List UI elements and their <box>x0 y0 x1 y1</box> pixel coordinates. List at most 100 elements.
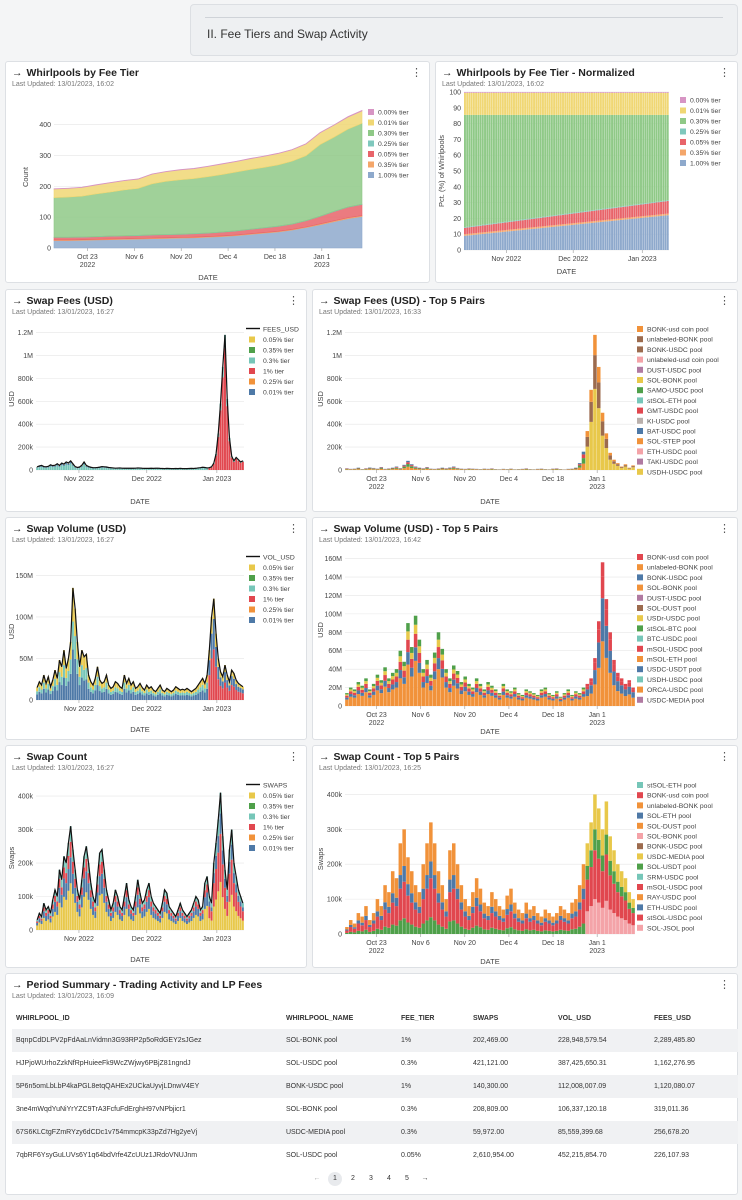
bar-segment <box>194 901 197 907</box>
bar-segment <box>651 114 654 203</box>
card-title[interactable]: → Whirlpools by Fee Tier - Normalized <box>442 67 635 79</box>
bar-segment <box>528 921 532 931</box>
page-button-4[interactable]: 4 <box>387 1175 391 1182</box>
legend-label: SOL-BONK pool <box>647 585 697 592</box>
column-header[interactable]: FEE_TIER <box>401 1014 435 1022</box>
legend-label: 0.25% tier <box>263 379 294 386</box>
bar-segment <box>624 92 627 93</box>
card-title[interactable]: → Swap Fees (USD) - Top 5 Pairs <box>319 295 485 307</box>
kebab-menu-icon[interactable]: ⋮ <box>719 751 730 763</box>
bar-segment <box>156 688 159 692</box>
bar-segment <box>105 889 108 896</box>
bar-segment <box>493 689 498 692</box>
bar-segment <box>570 114 573 213</box>
prev-page-button[interactable]: ← <box>313 1175 321 1182</box>
column-header[interactable]: SWAPS <box>473 1014 499 1022</box>
bar-segment <box>40 918 43 921</box>
card-title[interactable]: → Swap Count <box>12 751 87 763</box>
bar-segment <box>80 907 83 930</box>
bar-segment <box>548 215 551 217</box>
bar-segment <box>488 92 491 115</box>
bar-segment <box>627 923 632 934</box>
bar-segment <box>410 667 414 677</box>
bar-segment <box>459 694 464 706</box>
bar-segment <box>159 468 162 470</box>
bar-segment <box>87 467 90 470</box>
bar-segment <box>472 92 475 93</box>
page-button-1[interactable]: 1 <box>328 1172 342 1186</box>
bar-segment <box>530 219 533 228</box>
page-button-5[interactable]: 5 <box>405 1175 409 1182</box>
bar-segment <box>241 689 244 694</box>
bar-segment <box>486 233 489 250</box>
legend-label: 0.25% tier <box>263 607 294 614</box>
bar-segment <box>212 649 215 700</box>
bar-segment <box>564 92 567 115</box>
bar-segment <box>398 661 403 671</box>
page-button-2[interactable]: 2 <box>351 1175 355 1182</box>
tick-label: Nov 2022 <box>64 706 94 713</box>
column-header[interactable]: FEES_USD <box>654 1014 691 1022</box>
right-arrow-icon: → <box>12 67 23 79</box>
tick-label: 0 <box>29 928 33 935</box>
bar-segment <box>199 915 202 921</box>
column-header[interactable]: VOL_USD <box>558 1014 592 1022</box>
bar-segment <box>440 468 445 470</box>
bar-segment <box>226 915 229 930</box>
kebab-menu-icon[interactable]: ⋮ <box>719 67 730 79</box>
bar-segment <box>612 459 616 462</box>
bar-segment <box>71 464 74 466</box>
bar-segment <box>78 666 81 677</box>
bar-segment <box>143 899 146 905</box>
next-page-button[interactable]: → <box>421 1175 429 1182</box>
card-title[interactable]: → Swap Volume (USD) <box>12 523 126 535</box>
bar-segment <box>593 114 596 210</box>
bar-segment <box>568 114 571 214</box>
kebab-menu-icon[interactable]: ⋮ <box>288 751 299 763</box>
bar-segment <box>42 466 45 468</box>
bar-segment <box>664 213 667 216</box>
kebab-menu-icon[interactable]: ⋮ <box>288 295 299 307</box>
card-title[interactable]: → Whirlpools by Fee Tier <box>12 67 139 79</box>
column-header[interactable]: WHIRLPOOL_ID <box>16 1014 70 1022</box>
bar-segment <box>444 676 448 683</box>
page-button-3[interactable]: 3 <box>369 1175 373 1182</box>
kebab-menu-icon[interactable]: ⋮ <box>719 979 730 991</box>
bar-segment <box>51 904 54 909</box>
bar-segment <box>562 921 567 931</box>
card-title[interactable]: → Swap Fees (USD) <box>12 295 113 307</box>
bar-segment <box>543 689 548 692</box>
kebab-menu-icon[interactable]: ⋮ <box>719 295 730 307</box>
bar-segment <box>528 918 532 922</box>
bar-segment <box>564 214 567 225</box>
bar-segment <box>125 897 128 909</box>
bar-segment <box>501 688 506 692</box>
card-title[interactable]: → Period Summary - Trading Activity and L… <box>12 979 262 991</box>
bar-segment <box>651 216 654 250</box>
card-title[interactable]: → Swap Count - Top 5 Pairs <box>319 751 459 763</box>
bar-segment <box>526 229 529 250</box>
bar-segment <box>130 906 133 911</box>
bar-segment <box>38 915 41 919</box>
bar-segment <box>501 92 504 93</box>
tick-label: Oct 23 2022 <box>366 476 387 491</box>
card-title[interactable]: → Swap Volume (USD) - Top 5 Pairs <box>319 523 498 535</box>
legend-label: mSOL-ETH pool <box>647 657 697 664</box>
kebab-menu-icon[interactable]: ⋮ <box>288 523 299 535</box>
kebab-menu-icon[interactable]: ⋮ <box>719 523 730 535</box>
bar-segment <box>217 891 220 930</box>
column-header[interactable]: WHIRLPOOL_NAME <box>286 1014 354 1022</box>
kebab-menu-icon[interactable]: ⋮ <box>411 67 422 79</box>
bar-segment <box>602 221 605 250</box>
bar-segment <box>539 916 544 923</box>
bar-segment <box>49 690 52 695</box>
bar-segment <box>107 904 110 909</box>
bar-segment <box>185 923 188 930</box>
bar-segment <box>410 658 414 668</box>
bar-segment <box>664 201 667 214</box>
bar-segment <box>513 687 517 690</box>
bar-segment <box>495 92 498 93</box>
bar-segment <box>577 465 582 468</box>
bar-segment <box>577 463 582 465</box>
bar-segment <box>134 688 137 692</box>
